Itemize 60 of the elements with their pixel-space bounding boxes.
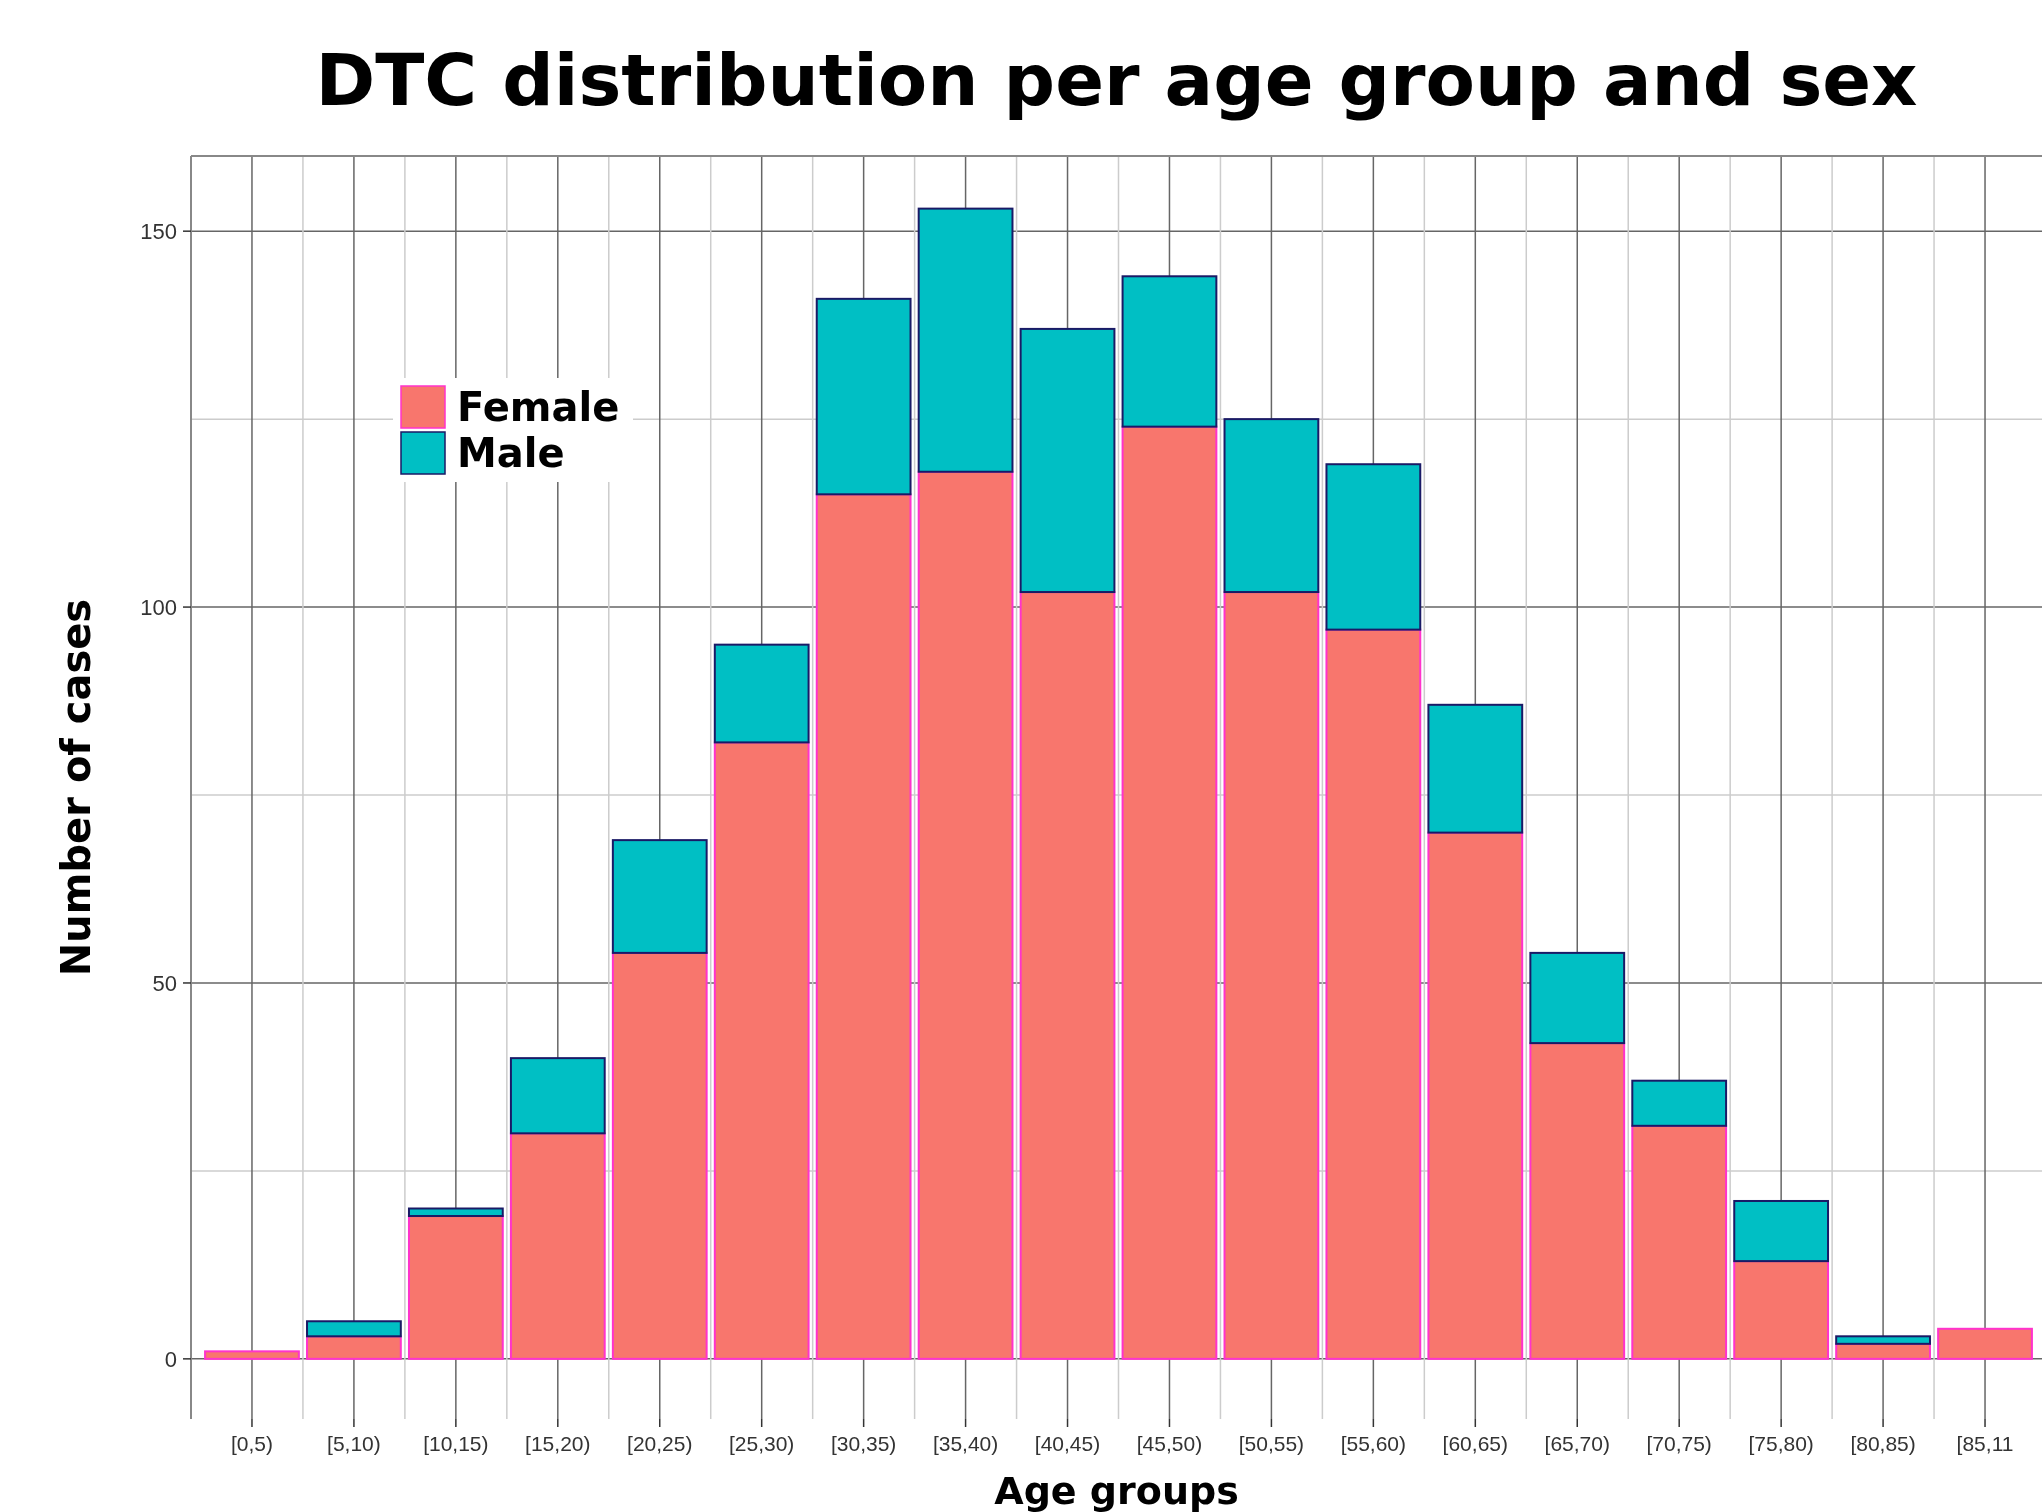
bar <box>917 470 1014 1360</box>
bar <box>1631 1124 1728 1360</box>
x-axis-title: Age groups <box>994 1469 1239 1512</box>
x-tick-label: [50,55) <box>1238 1432 1305 1455</box>
legend-label: Female <box>457 384 620 430</box>
bar <box>917 207 1014 473</box>
bar <box>611 951 708 1360</box>
bar <box>1937 1327 2033 1360</box>
x-tick-label: [80,85) <box>1850 1432 1916 1455</box>
bar <box>407 1215 504 1360</box>
bar <box>1325 628 1422 1360</box>
bar <box>611 839 708 954</box>
y-axis-title: Number of cases <box>53 598 99 977</box>
chart-title: DTC distribution per age group and sex <box>315 38 1918 122</box>
bar <box>1529 951 1626 1045</box>
x-tick-label: [75,80) <box>1748 1432 1814 1455</box>
bar <box>713 741 810 1360</box>
bar <box>1325 463 1422 631</box>
x-tick-label: [25,30) <box>729 1432 795 1455</box>
bar <box>1733 1260 1830 1360</box>
bar <box>306 1320 402 1338</box>
bar <box>815 493 912 1360</box>
y-tick-label: 0 <box>164 1346 177 1372</box>
bar <box>1733 1199 1830 1263</box>
bar <box>1529 1042 1626 1360</box>
y-tick-label: 150 <box>140 218 177 244</box>
x-tick-label: [85,11 <box>1956 1432 2014 1455</box>
bar <box>1223 418 1320 594</box>
x-tick-label: [5,10) <box>327 1432 381 1455</box>
x-tick-label: [10,15) <box>423 1432 489 1455</box>
bar <box>1223 591 1320 1360</box>
bar <box>509 1132 606 1360</box>
x-tick-label: [45,50) <box>1136 1432 1203 1455</box>
x-tick-label: [0,5) <box>230 1432 273 1455</box>
x-tick-label: [70,75) <box>1646 1432 1712 1455</box>
bar <box>204 1350 300 1360</box>
x-tick-label: [55,60) <box>1340 1432 1407 1455</box>
bar <box>1427 703 1524 834</box>
x-tick-label: [15,20) <box>525 1432 591 1455</box>
x-tick-label: [30,35) <box>830 1432 897 1455</box>
y-tick-label: 50 <box>152 970 177 996</box>
bar <box>1121 275 1218 428</box>
bar <box>1019 327 1116 594</box>
x-tick-label: [40,45) <box>1034 1432 1101 1455</box>
x-tick-label: [20,25) <box>627 1432 693 1455</box>
bar <box>407 1207 504 1218</box>
y-tick-label: 100 <box>140 594 177 620</box>
bar <box>1427 831 1524 1360</box>
x-tick-label: [60,65) <box>1442 1432 1508 1455</box>
bar <box>1121 425 1218 1360</box>
x-tick-label: [65,70) <box>1544 1432 1610 1455</box>
bar <box>713 643 810 744</box>
bar <box>815 297 912 496</box>
legend-label: Male <box>457 430 565 476</box>
bar <box>509 1057 606 1135</box>
bar <box>1631 1079 1728 1127</box>
bar <box>1835 1335 1931 1345</box>
x-tick-label: [35,40) <box>932 1432 999 1455</box>
bar <box>306 1335 402 1360</box>
bar <box>1019 591 1116 1360</box>
